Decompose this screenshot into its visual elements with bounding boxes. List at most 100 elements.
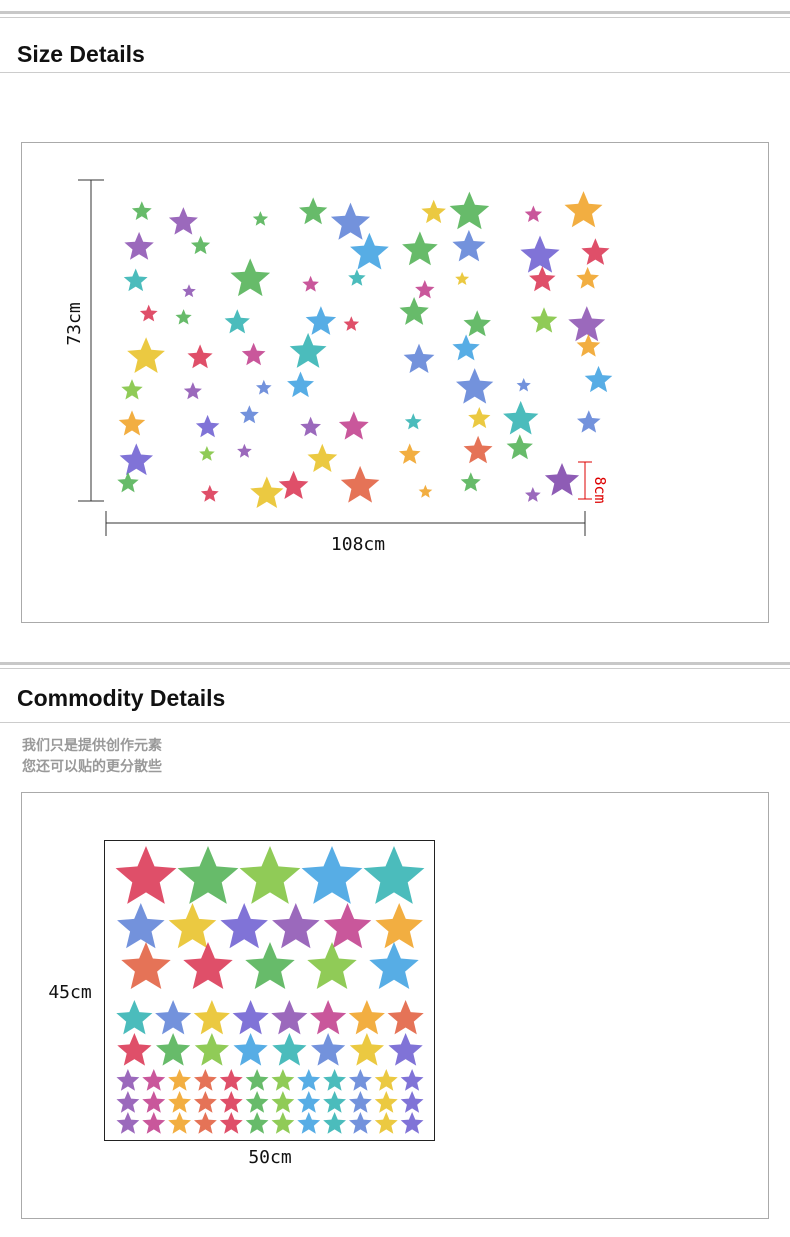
height-label: 73cm [64,302,85,345]
star [245,1091,269,1113]
star [116,1069,140,1091]
star [529,266,556,292]
divider [0,72,790,73]
star [340,465,380,503]
star [297,1112,321,1134]
note: 我们只是提供创作元素 [22,737,162,754]
star [577,410,601,433]
star [183,942,233,989]
star [581,238,610,265]
star [302,275,319,292]
star [530,307,558,333]
star [239,846,301,904]
star [239,405,259,424]
star [241,342,266,366]
star [245,1069,269,1091]
star [400,1069,424,1091]
star [272,903,320,949]
width-label: 108cm [331,534,385,555]
star [307,443,338,472]
star [142,1112,166,1134]
sticker-stars [115,846,425,1134]
star [323,1112,346,1134]
star [524,205,543,222]
star [468,407,491,429]
star [456,368,494,404]
star [310,1000,347,1035]
divider [0,662,790,665]
star [348,269,366,286]
star [224,309,250,334]
star [297,1069,321,1091]
star [349,1069,372,1091]
star [156,1033,191,1066]
star [452,334,480,361]
note: 您还可以贴的更分散些 [22,758,162,775]
star [220,903,268,949]
divider [0,722,790,723]
star [374,1069,398,1091]
star [117,472,139,493]
star [463,435,493,464]
star [307,942,357,989]
star [116,1112,140,1134]
star [289,332,327,368]
star [348,1000,385,1035]
star [230,258,271,297]
star [455,271,470,285]
star [271,1112,295,1134]
star [219,1112,243,1134]
height-label: 45cm [48,982,91,1003]
divider [0,668,790,669]
star [463,310,491,337]
star [568,306,606,342]
star [139,304,158,322]
star [116,1000,153,1035]
star [194,1091,217,1113]
star [297,1091,321,1113]
star [300,416,321,437]
divider [0,11,790,14]
star [323,1091,346,1113]
star [219,1091,243,1113]
star [155,1000,192,1035]
star [271,1000,308,1035]
star [400,1112,424,1134]
star [271,1069,295,1091]
star [124,231,154,260]
star [200,484,219,502]
star [187,344,213,369]
star [449,191,490,230]
star [115,846,177,904]
star [287,371,314,398]
star [233,1033,268,1066]
star [323,903,372,949]
star [525,487,541,502]
star [168,903,217,949]
star [117,1033,152,1066]
star [118,410,146,436]
star [252,211,269,226]
star [131,201,152,220]
star [237,443,252,458]
star [245,942,295,989]
star [271,1091,295,1113]
star [516,378,531,392]
star [323,1069,346,1091]
star [116,1091,140,1113]
star [388,1033,423,1066]
star [415,280,435,299]
star [584,365,613,393]
star [338,411,369,440]
image-frame [21,142,769,623]
star [330,202,371,240]
star [576,334,601,357]
star [349,1033,384,1066]
star [400,1091,424,1113]
star [363,846,425,904]
star [374,1112,398,1134]
star [121,379,143,400]
star [142,1069,166,1091]
star [404,413,422,430]
